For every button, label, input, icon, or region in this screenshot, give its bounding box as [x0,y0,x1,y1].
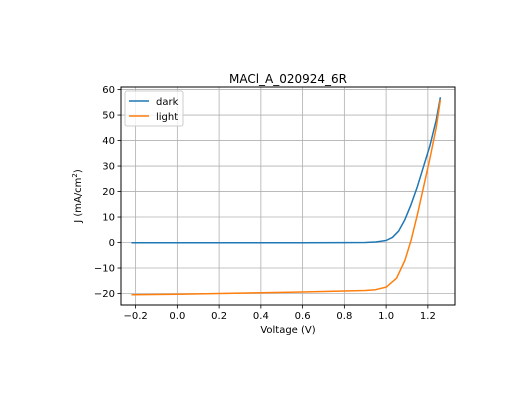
y-tick-label: 30 [102,162,115,173]
y-tick-label: 50 [102,111,115,122]
x-tick-label: 0.4 [253,311,269,322]
y-tick-label: 40 [102,136,115,147]
legend: dark light [124,90,184,127]
chart-title: MACl_A_020924_6R [229,72,347,86]
x-tick-label: 0.8 [336,311,352,322]
x-tick-label: 0.2 [211,311,227,322]
x-axis: −0.2 0.0 0.2 0.4 0.6 0.8 1.0 1.2 [123,305,436,322]
y-tick-label: 0 [109,238,115,249]
y-axis: −20 −10 0 10 20 30 40 50 60 [94,85,121,300]
x-tick-label: −0.2 [123,311,147,322]
y-tick-label: 10 [102,213,115,224]
series-line-light [131,99,442,296]
y-tick-label: −10 [94,264,115,275]
legend-label-dark: dark [156,97,179,108]
y-axis-label: J (mA/cm2) [71,169,84,224]
legend-box [124,90,184,127]
legend-label-light: light [156,112,178,123]
x-tick-label: 1.0 [378,311,394,322]
y-tick-label: −20 [94,289,115,300]
x-axis-label: Voltage (V) [260,325,315,336]
series-lines [131,97,442,296]
y-tick-label: 60 [102,85,115,96]
x-tick-label: 1.2 [420,311,436,322]
plot-frame [120,86,456,306]
x-tick-label: 0.6 [295,311,311,322]
x-tick-label: 0.0 [169,311,185,322]
series-line-dark [131,97,442,244]
y-tick-label: 20 [102,187,115,198]
